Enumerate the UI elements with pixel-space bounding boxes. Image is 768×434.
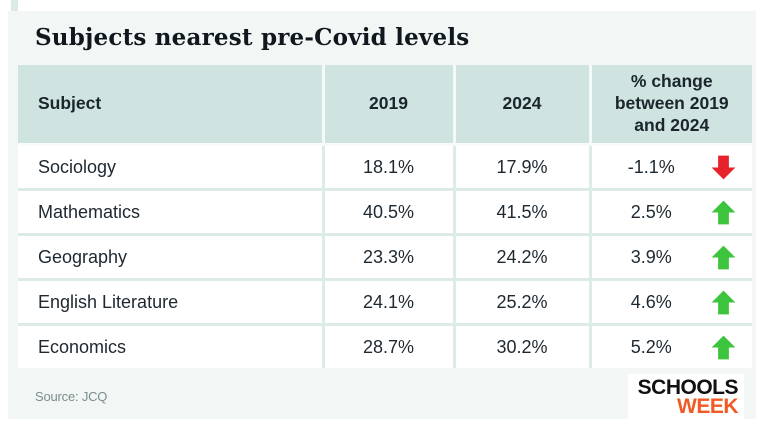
change-cell: 4.6% (590, 278, 752, 325)
table-header: Subject 2019 2024 % change between 2019 … (18, 65, 752, 145)
value-2019-cell: 28.7% (323, 323, 456, 368)
change-value: 2.5% (630, 201, 672, 222)
change-cell: 2.5% (590, 188, 752, 235)
column-header-2024: 2024 (454, 65, 592, 145)
value-2024-cell: 30.2% (454, 323, 592, 368)
down-arrow-icon (711, 155, 736, 179)
change-value: 4.6% (630, 291, 672, 312)
subject-cell: Sociology (18, 143, 325, 190)
subject-cell: Economics (18, 323, 325, 368)
table-row: Economics 28.7% 30.2% 5.2% (18, 323, 752, 368)
column-header-2019: 2019 (323, 65, 456, 145)
value-2019-cell: 40.5% (323, 188, 456, 235)
table-body: Sociology 18.1% 17.9% -1.1% Mathematics … (18, 143, 752, 368)
corner-artifact (11, 0, 18, 11)
header-row: Subject 2019 2024 % change between 2019 … (18, 65, 752, 145)
value-2024-cell: 24.2% (454, 233, 592, 280)
table-row: Mathematics 40.5% 41.5% 2.5% (18, 188, 752, 235)
page-title: Subjects nearest pre-Covid levels (35, 24, 470, 51)
value-2024-cell: 41.5% (454, 188, 592, 235)
up-arrow-icon (711, 335, 736, 359)
table-row: English Literature 24.1% 25.2% 4.6% (18, 278, 752, 325)
value-2019-cell: 23.3% (323, 233, 456, 280)
column-header-change: % change between 2019 and 2024 (590, 65, 752, 145)
up-arrow-icon (711, 200, 736, 224)
logo-week-text: WEEK (677, 395, 739, 419)
subject-cell: English Literature (18, 278, 325, 325)
change-cell: 5.2% (590, 323, 752, 368)
infographic-panel: Subjects nearest pre-Covid levels Subjec… (8, 11, 756, 422)
value-2024-cell: 25.2% (454, 278, 592, 325)
up-arrow-icon (711, 245, 736, 269)
subject-cell: Geography (18, 233, 325, 280)
table-row: Sociology 18.1% 17.9% -1.1% (18, 143, 752, 190)
subject-cell: Mathematics (18, 188, 325, 235)
up-arrow-icon (711, 290, 736, 314)
change-cell: -1.1% (590, 143, 752, 190)
column-header-subject: Subject (18, 65, 325, 145)
logo-schools-text: SCHOOLS (637, 376, 739, 399)
subjects-table: Subject 2019 2024 % change between 2019 … (18, 65, 752, 368)
table-row: Geography 23.3% 24.2% 3.9% (18, 233, 752, 280)
change-cell: 3.9% (590, 233, 752, 280)
value-2019-cell: 18.1% (323, 143, 456, 190)
value-2024-cell: 17.9% (454, 143, 592, 190)
value-2019-cell: 24.1% (323, 278, 456, 325)
source-note: Source: JCQ (35, 389, 108, 404)
change-value: 3.9% (630, 246, 672, 267)
schools-week-logo: SCHOOLS WEEK (627, 374, 744, 422)
change-value: 5.2% (630, 336, 672, 357)
change-value: -1.1% (627, 156, 675, 177)
